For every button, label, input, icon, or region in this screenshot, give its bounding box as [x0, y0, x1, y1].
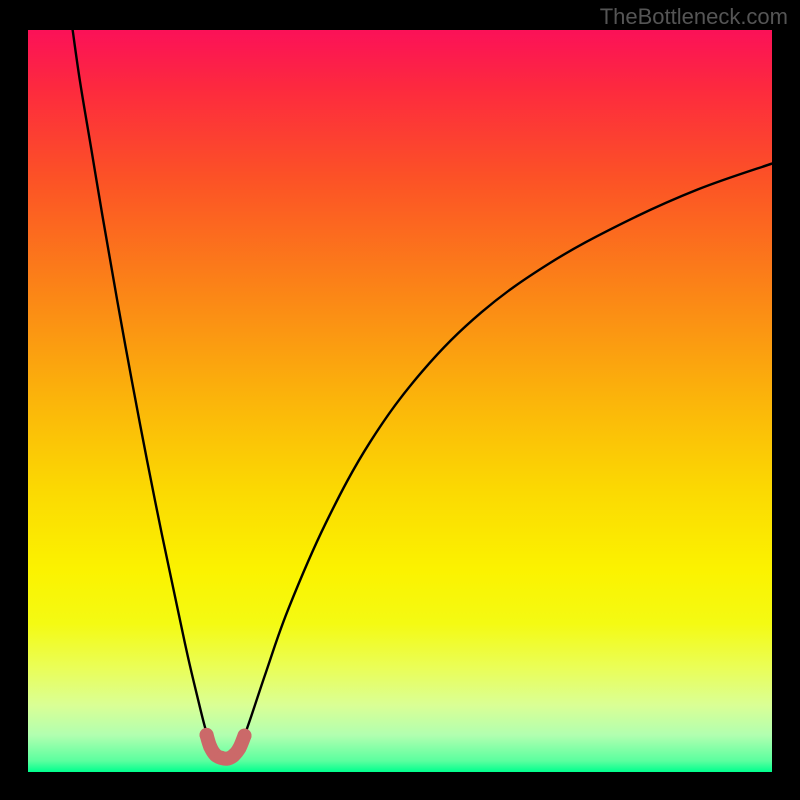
watermark-text: TheBottleneck.com — [600, 4, 788, 30]
chart-root: TheBottleneck.com — [0, 0, 800, 800]
optimal-region-dot — [238, 729, 252, 743]
optimal-region-dot — [200, 728, 214, 742]
plot-background-gradient — [28, 30, 772, 772]
optimal-region-dot — [232, 741, 246, 755]
bottleneck-chart — [0, 0, 800, 800]
